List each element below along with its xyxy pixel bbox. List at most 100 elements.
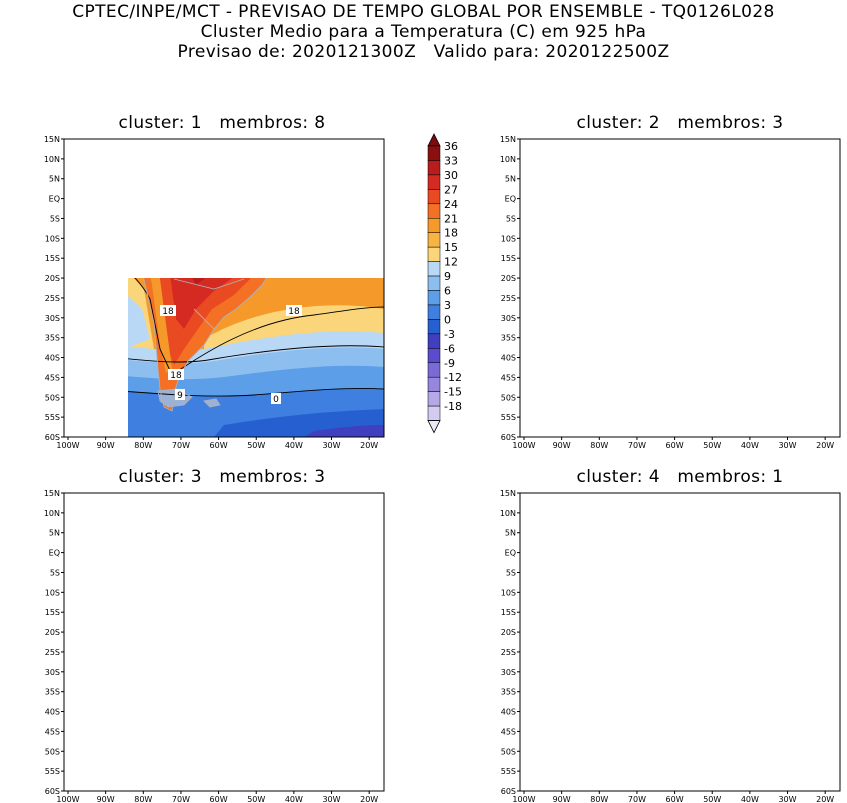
- colorbar-swatch: [427, 246, 441, 262]
- contour-label: 18: [594, 217, 610, 229]
- lon-tick-label: 50W: [247, 795, 265, 803]
- lat-tick-label: 25S: [501, 648, 516, 657]
- lat-tick-label: 60S: [45, 787, 60, 796]
- lat-tick-label: 45S: [45, 373, 60, 382]
- lon-tick-label: 40W: [285, 441, 303, 450]
- lon-tick-label: 40W: [741, 441, 759, 450]
- contour-label: 18: [286, 305, 302, 317]
- lat-tick-label: 45S: [45, 727, 60, 736]
- contour-label: 18: [638, 363, 654, 375]
- lat-tick-label: EQ: [505, 195, 516, 204]
- lon-tick-label: 90W: [97, 441, 115, 450]
- lon-tick-label: 80W: [134, 795, 152, 803]
- map-panel-3: 18 18 18 18 9 0 15N 10N 5N EQ 5S 10S 15S 20S 25S 30S 35S…: [44, 489, 385, 803]
- colorbar-swatch: [427, 160, 441, 176]
- svg-text:18: 18: [548, 201, 560, 211]
- svg-text:0: 0: [641, 425, 647, 435]
- lat-tick-label: 5S: [50, 214, 60, 223]
- svg-text:18: 18: [162, 307, 174, 317]
- colorbar-label: 30: [444, 169, 458, 182]
- contour-label: 18: [594, 251, 610, 263]
- colorbar-label: 36: [444, 140, 458, 153]
- lon-tick-label: 60W: [666, 441, 684, 450]
- colorbar-swatch: [427, 319, 441, 335]
- colorbar-swatch: [427, 290, 441, 306]
- contour-label: 18: [758, 297, 774, 309]
- lon-tick-label: 60W: [210, 795, 228, 803]
- colorbar-top-arrow: [427, 133, 441, 147]
- lon-tick-label: 100W: [56, 441, 79, 450]
- lat-tick-label: 15N: [500, 489, 516, 498]
- contour-label: 18: [546, 199, 562, 211]
- lat-tick-label: 60S: [45, 433, 60, 442]
- lon-tick-label: 70W: [172, 795, 190, 803]
- lon-tick-label: 100W: [56, 795, 79, 803]
- lon-tick-label: 80W: [590, 795, 608, 803]
- colorbar-label: 21: [444, 212, 458, 225]
- lat-tick-label: 35S: [501, 334, 516, 343]
- contour-label: 18: [598, 685, 614, 697]
- lon-tick-label: 100W: [512, 795, 535, 803]
- colorbar-label: 12: [444, 256, 458, 269]
- lat-tick-label: 20S: [501, 274, 516, 283]
- lat-tick-label: 55S: [45, 767, 60, 776]
- contour-label: 9: [633, 383, 643, 395]
- lat-tick-label: 30S: [45, 314, 60, 323]
- svg-text:0: 0: [613, 767, 619, 777]
- colorbar-swatch: [427, 218, 441, 233]
- contour-label: 9: [723, 737, 733, 749]
- lat-tick-label: 5N: [49, 175, 60, 184]
- lon-tick-label: 90W: [553, 795, 571, 803]
- svg-text:18: 18: [596, 573, 608, 583]
- lat-tick-label: 45S: [501, 373, 516, 382]
- colorbar-label: -12: [444, 371, 462, 384]
- panel-title-2: cluster: 2 membros: 3: [576, 113, 784, 133]
- colorbar-swatch: [427, 405, 441, 421]
- panel-title-3: cluster: 3 membros: 3: [118, 467, 326, 487]
- svg-text:18: 18: [128, 567, 140, 577]
- contour-label: 18: [168, 369, 184, 381]
- lat-tick-label: 15S: [501, 254, 516, 263]
- colorbar-swatch: [427, 145, 441, 161]
- lat-tick-label: 30S: [501, 668, 516, 677]
- svg-text:0: 0: [299, 763, 305, 773]
- lat-tick-label: EQ: [505, 549, 516, 558]
- svg-text:18: 18: [640, 365, 652, 375]
- lon-tick-label: 40W: [741, 795, 759, 803]
- colorbar-label: -3: [444, 328, 455, 341]
- lat-tick-label: 20S: [501, 628, 516, 637]
- lat-tick-label: 5S: [506, 568, 516, 577]
- colorbar-label: 27: [444, 183, 458, 196]
- contour-label: 18: [160, 659, 176, 671]
- lon-tick-label: 70W: [172, 441, 190, 450]
- lat-tick-label: 45S: [501, 727, 516, 736]
- colorbar-label: -6: [444, 342, 455, 355]
- svg-text:9: 9: [725, 739, 731, 749]
- svg-text:18: 18: [284, 661, 296, 671]
- lat-tick-label: 60S: [501, 433, 516, 442]
- lon-tick-label: 20W: [816, 795, 834, 803]
- colorbar-label: 15: [444, 241, 458, 254]
- lat-tick-label: 40S: [501, 708, 516, 717]
- lat-tick-label: 25S: [501, 294, 516, 303]
- lat-tick-label: 15S: [501, 608, 516, 617]
- lon-tick-label: 40W: [285, 795, 303, 803]
- svg-text:18: 18: [170, 371, 182, 381]
- lat-tick-label: 20S: [45, 628, 60, 637]
- lat-tick-label: 10S: [45, 234, 60, 243]
- colorbar-label: 9: [444, 270, 451, 283]
- colorbar-label: 18: [444, 227, 458, 240]
- colorbar-swatch: [427, 391, 441, 407]
- contour-label: 9: [175, 389, 185, 401]
- lon-tick-label: 30W: [322, 441, 340, 450]
- lat-tick-label: 5N: [505, 529, 516, 538]
- contour-label: 18: [618, 659, 634, 671]
- lat-tick-label: 50S: [501, 747, 516, 756]
- lat-tick-label: 10N: [500, 155, 516, 164]
- colorbar-swatch: [427, 333, 441, 349]
- lon-tick-label: 30W: [778, 795, 796, 803]
- lat-tick-label: 55S: [45, 413, 60, 422]
- svg-text:18: 18: [116, 215, 128, 225]
- lat-tick-label: 5S: [506, 214, 516, 223]
- colorbar-swatch: [427, 189, 441, 205]
